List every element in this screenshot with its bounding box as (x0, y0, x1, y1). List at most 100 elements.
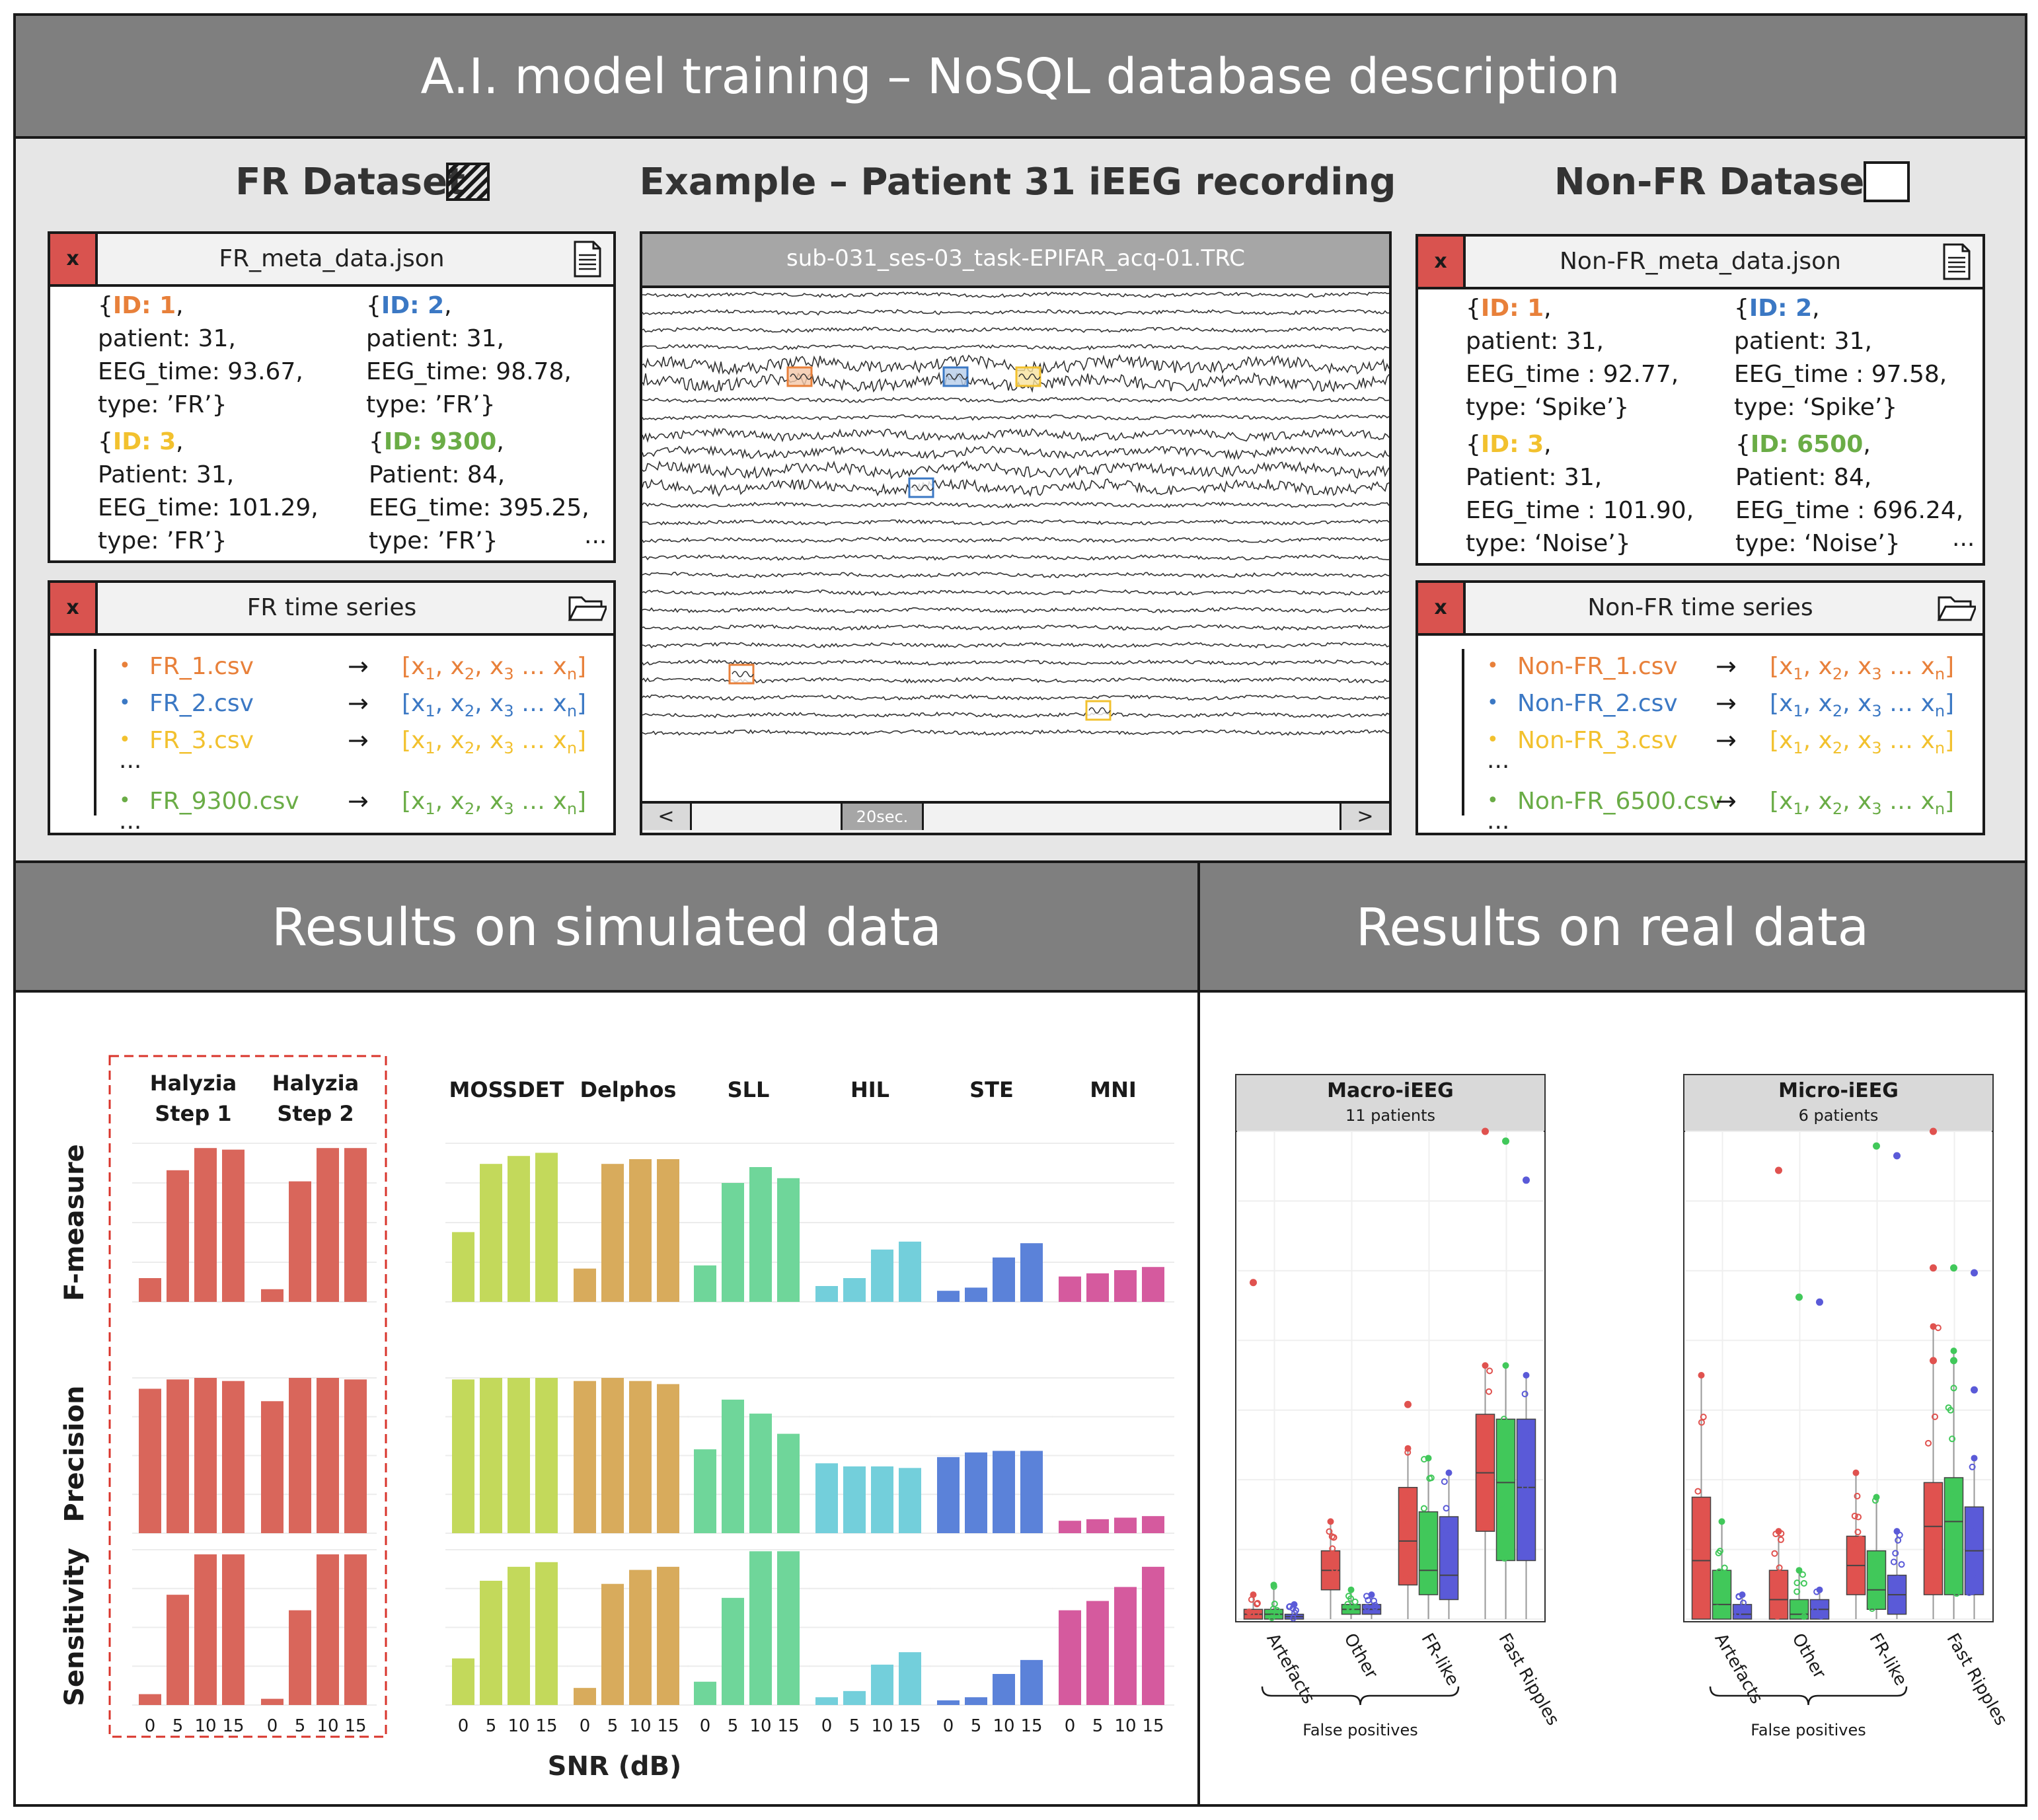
data-point (1291, 1601, 1298, 1608)
nonfr-record-2-patient: patient: 31, (1734, 328, 1872, 355)
event-highlight-box[interactable] (728, 664, 755, 685)
nonfr-record-3-type: type: ‘Noise’} (1466, 530, 1631, 557)
data-point (1890, 1558, 1897, 1566)
bar (480, 1164, 502, 1302)
nonfr-series-ellipsis-1: ... (1487, 747, 1510, 774)
nonfr-series-vector-4: [x1, x2, x3 … xn] (1770, 788, 1955, 819)
data-point (1446, 1521, 1453, 1529)
event-highlight-box[interactable] (1015, 366, 1041, 387)
nonfr-record-4-time: EEG_time : 696.24, (1735, 497, 1964, 524)
nonfr-series-file-2[interactable]: Non-FR_2.csv (1517, 690, 1678, 717)
bar (694, 1681, 716, 1705)
bar (194, 1378, 217, 1533)
fr-series-file-1[interactable]: FR_1.csv (149, 653, 254, 680)
bar (139, 1278, 161, 1302)
outlier-point (1404, 1400, 1412, 1408)
data-point (1526, 1430, 1533, 1437)
scroll-right-button[interactable]: > (1340, 804, 1389, 830)
bar (167, 1170, 189, 1302)
eeg-channel-trace (642, 694, 1389, 701)
data-point (1857, 1535, 1864, 1542)
data-point (1400, 1517, 1408, 1524)
event-highlight-box[interactable] (1085, 700, 1112, 721)
nonfr-series-file-4[interactable]: Non-FR_6500.csv (1517, 788, 1723, 815)
scroll-thumb[interactable]: 20sec. (841, 804, 924, 830)
data-point (1250, 1591, 1257, 1599)
fr-record-3: {ID: 3, Patient: 31, EEG_time: 101.29, t… (98, 428, 319, 554)
fr-series-title: FR time series (246, 594, 417, 621)
tick-label: 10 (629, 1716, 651, 1736)
data-point (1521, 1437, 1528, 1444)
right-arrow-icon: → (1716, 726, 1737, 755)
fr-series-file-2[interactable]: FR_2.csv (149, 690, 254, 717)
fr-dataset-label: FR Dataset (235, 161, 465, 204)
fr-meta-close-button[interactable]: x (50, 234, 98, 284)
right-arrow-icon: → (348, 786, 369, 815)
outlier-point (1950, 1264, 1957, 1272)
data-point (1739, 1591, 1746, 1599)
data-point (1484, 1517, 1491, 1524)
event-highlight-box[interactable] (786, 366, 813, 387)
data-point (1893, 1528, 1901, 1535)
data-point (1965, 1589, 1973, 1597)
nonfr-record-1-type: type: ‘Spike’} (1466, 394, 1630, 421)
data-point (1855, 1513, 1862, 1521)
nonfr-series-ellipsis-2: ... (1487, 808, 1510, 835)
data-point (1898, 1561, 1905, 1568)
facet-header (1683, 1074, 1994, 1132)
tick-label: 0 (1065, 1716, 1076, 1736)
eeg-channel-trace (642, 427, 1389, 443)
nonfr-meta-close-button[interactable]: x (1418, 237, 1466, 287)
fr-record-4-patient: Patient: 84, (369, 461, 506, 488)
fr-series-tree-line (94, 649, 96, 815)
bar (843, 1690, 866, 1705)
data-point (1971, 1527, 1979, 1534)
nonfr-series-file-3[interactable]: Non-FR_3.csv (1517, 727, 1678, 754)
bar (815, 1463, 838, 1533)
folder-icon (568, 596, 607, 621)
recording-scrollbar[interactable]: < 20sec. > (642, 801, 1389, 833)
data-point (1793, 1579, 1801, 1587)
bar (535, 1153, 558, 1302)
nonfr-series-close-button[interactable]: x (1418, 583, 1466, 633)
tick-label: 15 (535, 1716, 557, 1736)
event-highlight-box[interactable] (942, 366, 969, 387)
nonfr-series-titlebar: x Non-FR time series (1418, 583, 1982, 636)
outlier-point (1482, 1127, 1489, 1135)
scroll-left-button[interactable]: < (642, 804, 692, 830)
nonfr-record-4: {ID: 6500, Patient: 84, EEG_time : 696.2… (1735, 431, 1964, 557)
fr-meta-filename: FR_meta_data.json (219, 245, 445, 272)
bar (1114, 1587, 1137, 1705)
bar (777, 1178, 800, 1302)
data-point (1950, 1347, 1957, 1355)
nonfr-series-file-1[interactable]: Non-FR_1.csv (1517, 653, 1678, 680)
bar (777, 1433, 800, 1533)
fr-series-file-3[interactable]: FR_3.csv (149, 727, 254, 754)
fr-series-file-4[interactable]: FR_9300.csv (149, 788, 299, 815)
bar (167, 1379, 189, 1533)
data-point (1694, 1488, 1702, 1495)
method-label: SLL (728, 1077, 770, 1102)
facet-title: Micro-iEEG (1778, 1079, 1899, 1102)
outlier-point (1816, 1298, 1823, 1306)
method-label: MNI (1090, 1077, 1137, 1102)
box (1944, 1477, 1964, 1595)
bar (993, 1674, 1015, 1705)
event-waveform (1018, 373, 1041, 380)
data-point (1268, 1614, 1275, 1621)
nonfr-meta-filename: Non-FR_meta_data.json (1559, 248, 1841, 275)
nonfr-record-2-type: type: ‘Spike’} (1734, 394, 1898, 421)
data-point (1700, 1563, 1708, 1570)
fr-series-close-button[interactable]: x (50, 583, 98, 633)
data-point (1716, 1568, 1723, 1575)
tick-label: 15 (899, 1716, 921, 1736)
bar (480, 1378, 502, 1533)
event-highlight-box[interactable] (908, 477, 934, 498)
bar (1059, 1276, 1081, 1302)
data-point (1702, 1523, 1709, 1530)
nonfr-record-1-patient: patient: 31, (1466, 328, 1604, 355)
eeg-channel-trace (642, 589, 1389, 596)
data-point (1368, 1591, 1375, 1599)
document-icon (1943, 243, 1971, 280)
